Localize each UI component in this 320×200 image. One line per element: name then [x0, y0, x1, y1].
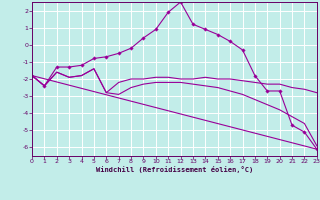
X-axis label: Windchill (Refroidissement éolien,°C): Windchill (Refroidissement éolien,°C) — [96, 166, 253, 173]
